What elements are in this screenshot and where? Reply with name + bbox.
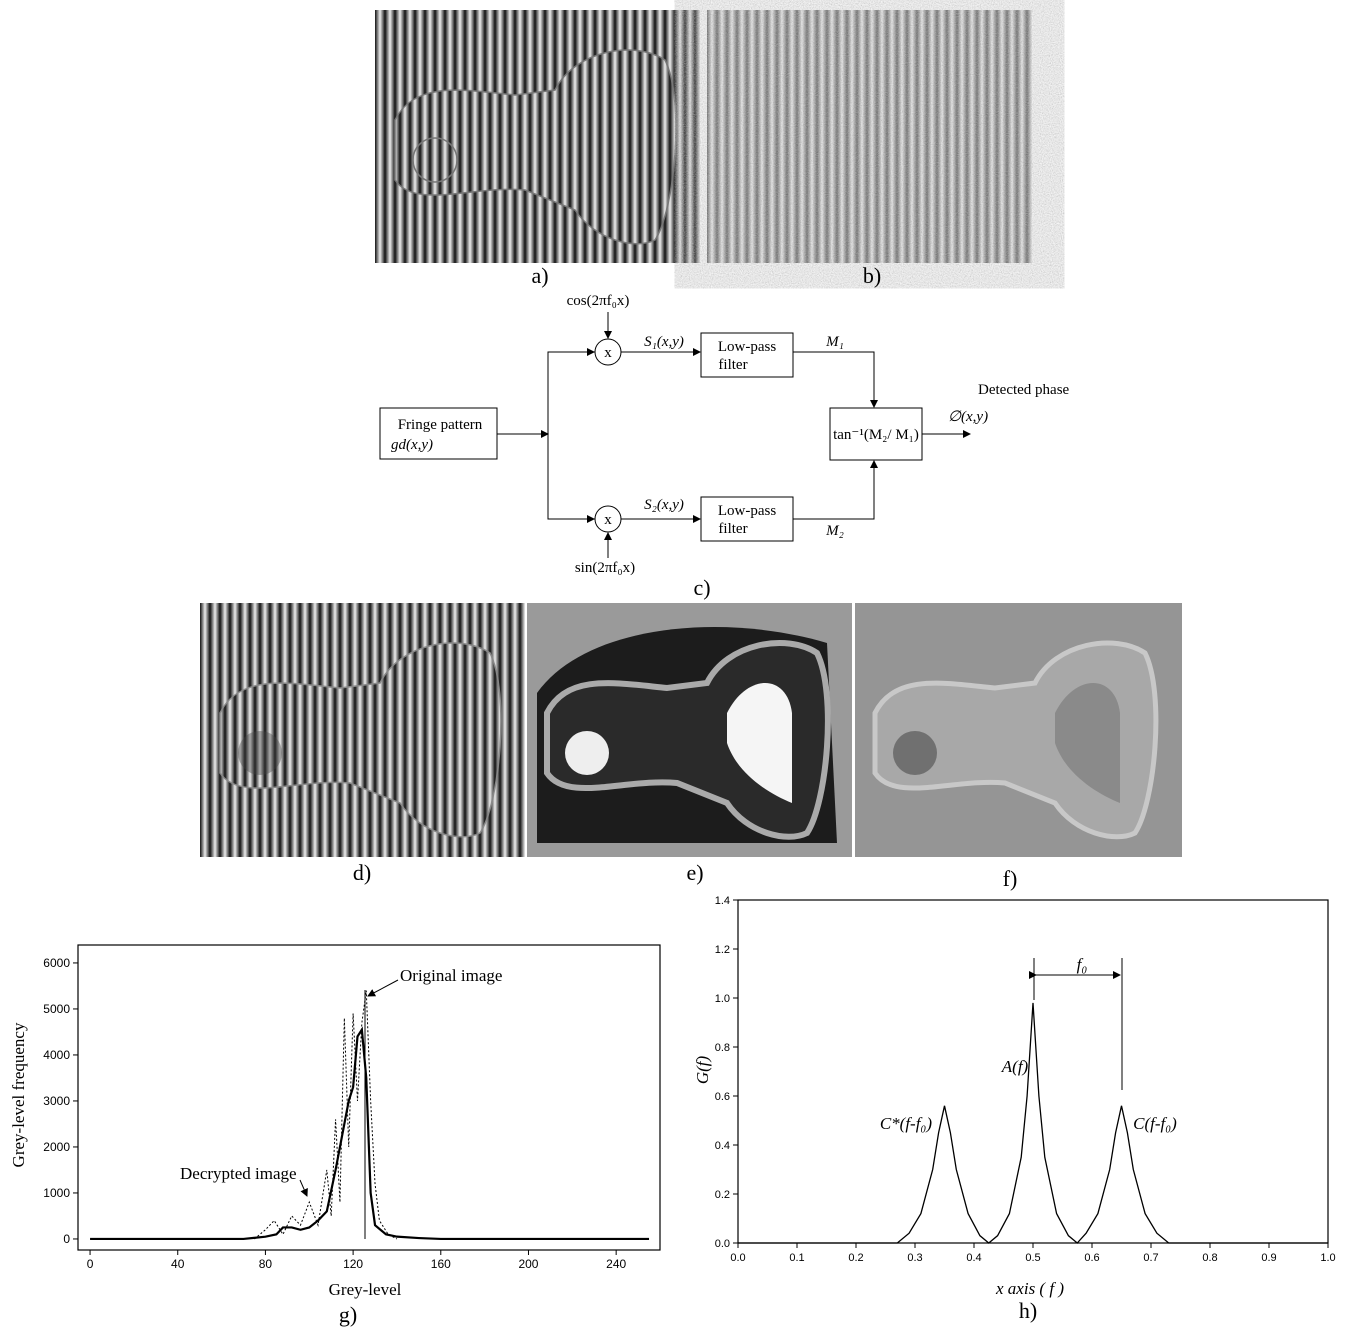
signal-label: S₂(x,y) (644, 497, 684, 513)
x-tick-label: 200 (518, 1257, 538, 1271)
y-tick-label: 4000 (43, 1048, 70, 1062)
x-tick-label: 80 (259, 1257, 273, 1271)
node-label: Fringe pattern (398, 417, 483, 433)
x-tick-label: 240 (606, 1257, 626, 1271)
panel-label: f) (1003, 866, 1018, 891)
y-tick-label: 1.4 (715, 895, 730, 907)
x-axis-title: x axis ( f ) (995, 1279, 1064, 1298)
y-tick-label: 1.2 (715, 944, 730, 956)
panel-label: d) (353, 860, 371, 885)
image-e (527, 603, 852, 857)
y-tick-label: 6000 (43, 956, 70, 970)
node-label: filter (718, 357, 747, 373)
panel-label: b) (863, 263, 881, 288)
image-d (200, 603, 525, 857)
image-b (707, 10, 1032, 263)
node-label: Low-pass (718, 503, 776, 519)
x-tick-label: 160 (431, 1257, 451, 1271)
y-tick-label: 1000 (43, 1186, 70, 1200)
data-line (254, 990, 398, 1240)
annotation: C*(f-f₀) (880, 1114, 933, 1133)
y-tick-label: 0.2 (715, 1189, 730, 1201)
x-tick-label: 0.7 (1143, 1252, 1158, 1264)
annotation: Original image (400, 966, 502, 985)
y-tick-label: 3000 (43, 1094, 70, 1108)
y-tick-label: 0.4 (715, 1140, 730, 1152)
x-tick-label: 0.3 (907, 1252, 922, 1264)
y-tick-label: 5000 (43, 1002, 70, 1016)
annotation: A(f) (1001, 1057, 1029, 1076)
node-label: gd(x,y) (391, 437, 433, 453)
y-tick-label: 0.8 (715, 1042, 730, 1054)
x-tick-label: 40 (171, 1257, 185, 1271)
node-label: filter (718, 521, 747, 537)
node-label: x (604, 512, 612, 528)
data-line (90, 1026, 650, 1241)
x-tick-label: 1.0 (1320, 1252, 1335, 1264)
y-tick-label: 1.0 (715, 993, 730, 1005)
output-label: ∅(x,y) (948, 409, 988, 425)
x-tick-label: 0.5 (1025, 1252, 1040, 1264)
x-tick-label: 0.2 (848, 1252, 863, 1264)
block-diagram (379, 312, 971, 558)
annotation: f₀ (1077, 955, 1088, 974)
panel-label: e) (686, 860, 703, 885)
signal-label: S₁(x,y) (644, 334, 684, 350)
data-line (738, 1002, 1328, 1244)
y-tick-label: 0.6 (715, 1091, 730, 1103)
y-axis-title: Grey-level frequency (9, 1022, 28, 1167)
annotation: Decrypted image (180, 1164, 297, 1183)
x-tick-label: 0.0 (730, 1252, 745, 1264)
node-label: tan⁻¹(M₂/ M₁) (833, 427, 919, 443)
image-f (855, 603, 1182, 857)
y-tick-label: 0.0 (715, 1238, 730, 1250)
panel-label: g) (339, 1302, 357, 1327)
x-axis-title: Grey-level (329, 1280, 402, 1299)
x-tick-label: 0.6 (1084, 1252, 1099, 1264)
node-label: Low-pass (718, 339, 776, 355)
signal-label: cos(2πf₀x) (567, 293, 630, 309)
signal-label: M₁ (825, 334, 844, 350)
image-a (375, 10, 700, 263)
x-tick-label: 0.9 (1261, 1252, 1276, 1264)
chart-h-markers (1029, 958, 1123, 1090)
plot-frame (737, 899, 1329, 1244)
x-tick-label: 0 (87, 1257, 94, 1271)
x-tick-label: 0.8 (1202, 1252, 1217, 1264)
panel-label: c) (693, 575, 710, 600)
x-tick-label: 0.4 (966, 1252, 981, 1264)
x-tick-label: 120 (343, 1257, 363, 1271)
x-tick-label: 0.1 (789, 1252, 804, 1264)
annotation: C(f-f₀) (1133, 1114, 1177, 1133)
panel-label: a) (531, 263, 548, 288)
y-tick-label: 2000 (43, 1140, 70, 1154)
chart-g-markers (299, 979, 399, 1239)
panel-label: h) (1019, 1298, 1037, 1323)
y-axis-title: G(f) (693, 1056, 712, 1085)
node-label: x (604, 345, 612, 361)
signal-label: sin(2πf₀x) (575, 560, 635, 576)
signal-label: M₂ (825, 523, 844, 539)
y-tick-label: 0 (63, 1232, 70, 1246)
output-label: Detected phase (978, 382, 1070, 398)
plot-frame (77, 944, 661, 1251)
